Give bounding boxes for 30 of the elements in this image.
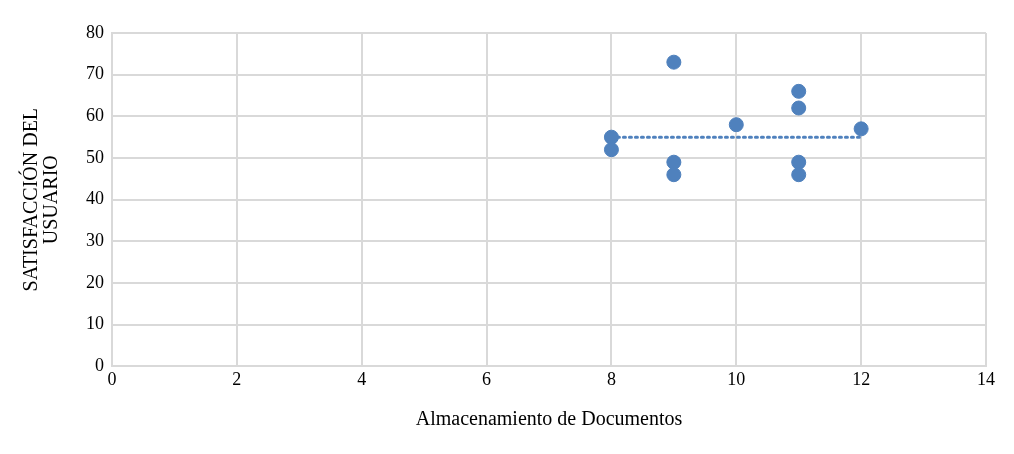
point (666, 154, 682, 170)
x-tick-label: 8 (606, 368, 616, 389)
point (791, 83, 807, 99)
point (603, 142, 619, 158)
x-tick-label: 2 (232, 368, 242, 389)
x-tick-label: 10 (727, 368, 746, 389)
y-tick-label: 30 (86, 230, 104, 251)
y-axis-title: SATISFACCIÓN DEL USUARIO (18, 107, 62, 292)
point (666, 54, 682, 70)
y-tick-label: 0 (95, 355, 104, 376)
y-tick-label: 40 (86, 188, 104, 209)
x-tick-label: 4 (357, 368, 367, 389)
x-tick-label: 14 (977, 368, 995, 389)
point (791, 100, 807, 116)
y-tick-label: 60 (86, 105, 104, 126)
x-axis-title: Almacenamiento de Documentos (415, 407, 683, 430)
y-tick-label: 20 (86, 271, 104, 292)
x-tick-label: 0 (107, 368, 117, 389)
y-tick-label: 50 (86, 146, 104, 167)
point (603, 129, 619, 145)
y-tick-label: 10 (86, 313, 104, 334)
y-tick-label: 70 (86, 63, 104, 84)
x-tick-label: 12 (852, 368, 871, 389)
point (853, 121, 869, 137)
x-tick-label: 6 (482, 368, 492, 389)
point (666, 167, 682, 183)
point (791, 167, 807, 183)
point (791, 154, 807, 170)
point (728, 117, 744, 133)
y-tick-label: 80 (86, 21, 104, 42)
